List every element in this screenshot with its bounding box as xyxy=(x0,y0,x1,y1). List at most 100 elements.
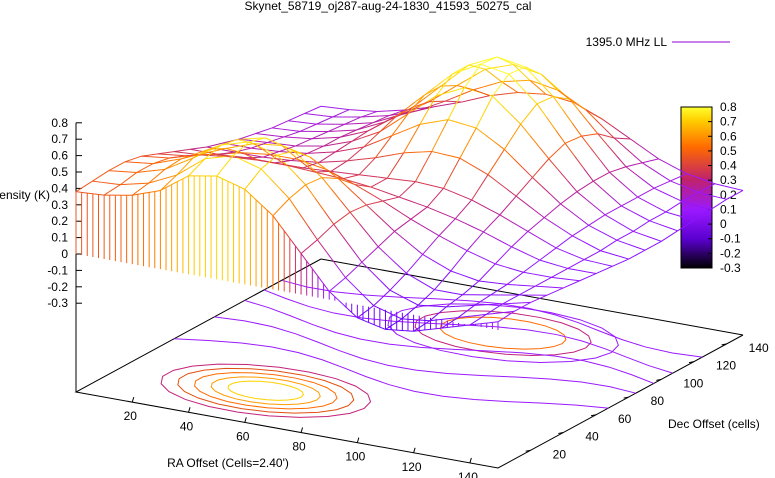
surface-segment xyxy=(230,156,247,159)
surface-segment xyxy=(167,154,177,156)
surface-segment xyxy=(386,152,405,179)
surface-segment xyxy=(293,137,303,139)
surface-segment xyxy=(307,145,324,154)
surface-segment xyxy=(146,169,156,172)
surface-segment xyxy=(250,142,268,149)
surface-segment xyxy=(124,155,142,163)
surface-segment xyxy=(360,110,378,118)
surface-segment xyxy=(445,100,462,103)
surface-segment xyxy=(665,211,676,216)
surface-segment xyxy=(548,262,559,267)
surface-segment xyxy=(300,239,318,254)
surface-segment xyxy=(354,286,365,297)
surface-segment xyxy=(270,178,281,190)
surface-segment xyxy=(632,220,650,232)
surface-segment xyxy=(347,159,357,162)
surface-segment xyxy=(623,225,634,232)
surface-segment xyxy=(616,230,634,241)
colorbar-tick-label: 0.1 xyxy=(720,202,737,216)
surface-segment xyxy=(108,161,126,172)
surface-segment xyxy=(442,73,453,82)
surface-segment xyxy=(377,246,388,256)
surface-segment xyxy=(593,261,604,265)
surface-segment xyxy=(585,109,596,120)
surface-segment xyxy=(574,155,585,169)
surface-segment xyxy=(475,127,486,136)
surface-segment xyxy=(611,197,622,207)
surface-segment xyxy=(499,214,510,221)
surface-segment xyxy=(612,258,629,267)
surface-segment xyxy=(335,140,353,153)
surface-segment xyxy=(536,103,547,118)
surface-segment xyxy=(600,250,611,254)
x-tick-mark xyxy=(300,427,304,433)
surface-segment xyxy=(328,171,339,179)
surface-segment xyxy=(590,245,601,252)
z-tick-label: 0.2 xyxy=(51,214,68,228)
surface-segment xyxy=(682,200,692,205)
colorbar-tick-label: 0.5 xyxy=(720,144,737,158)
surface-segment xyxy=(255,133,266,136)
surface-segment xyxy=(407,94,425,115)
surface-segment xyxy=(340,200,351,213)
surface-segment xyxy=(328,123,345,132)
surface-segment xyxy=(354,184,365,191)
surface-segment xyxy=(239,157,250,160)
x-tick-label: 60 xyxy=(236,429,250,443)
surface-segment xyxy=(468,64,486,70)
z-tick-label: 0.5 xyxy=(51,165,68,179)
surface-segment xyxy=(550,82,561,92)
surface-segment xyxy=(363,142,374,148)
colorbar-tick-label: 0.3 xyxy=(720,173,737,187)
surface-segment xyxy=(375,325,386,330)
surface-segment xyxy=(506,271,524,285)
surface-segment xyxy=(417,203,428,208)
surface-segment xyxy=(293,150,311,158)
surface-segment xyxy=(295,138,313,147)
surface-segment xyxy=(463,63,482,89)
surface-segment xyxy=(143,162,154,165)
surface-segment xyxy=(361,134,371,139)
surface-segment xyxy=(357,305,374,319)
x-tick-mark xyxy=(413,447,416,453)
surface-segment xyxy=(368,234,379,248)
surface-segment xyxy=(514,301,531,312)
surface-segment xyxy=(478,280,489,283)
surface-segment xyxy=(454,87,465,91)
surface-segment xyxy=(422,254,433,261)
surface-segment xyxy=(506,59,516,65)
surface-segment xyxy=(190,146,207,150)
surface-segment xyxy=(515,195,526,204)
surface-segment xyxy=(216,175,227,181)
contour-line xyxy=(210,376,321,406)
surface-segment xyxy=(401,318,412,321)
surface-segment xyxy=(323,115,333,118)
surface-segment xyxy=(524,66,535,78)
surface-segment xyxy=(283,130,301,138)
y-axis-label: Dec Offset (cells) xyxy=(668,417,760,431)
surface-segment xyxy=(380,189,390,195)
surface-segment xyxy=(396,178,407,181)
surface-segment xyxy=(396,106,413,117)
z-tick-label: 0.7 xyxy=(51,132,68,146)
surface-segment xyxy=(707,194,718,198)
surface-segment xyxy=(221,138,238,146)
surface-segment xyxy=(445,214,456,220)
surface-segment xyxy=(206,142,224,148)
surface-segment xyxy=(150,189,161,193)
surface-segment xyxy=(356,158,367,161)
surface-segment xyxy=(225,147,243,154)
surface-segment xyxy=(453,292,463,296)
surface-segment xyxy=(401,304,419,320)
surface-segment xyxy=(288,120,298,123)
surface-segment xyxy=(429,319,440,322)
surface-segment xyxy=(527,92,537,95)
surface-segment xyxy=(658,223,669,228)
surface-segment xyxy=(361,261,372,272)
surface-segment xyxy=(543,203,561,219)
contour-line xyxy=(214,316,636,394)
surface-segment xyxy=(621,196,638,207)
surface-segment xyxy=(354,146,364,150)
z-tick-label: 0.4 xyxy=(51,181,68,195)
surface-segment xyxy=(370,271,381,282)
